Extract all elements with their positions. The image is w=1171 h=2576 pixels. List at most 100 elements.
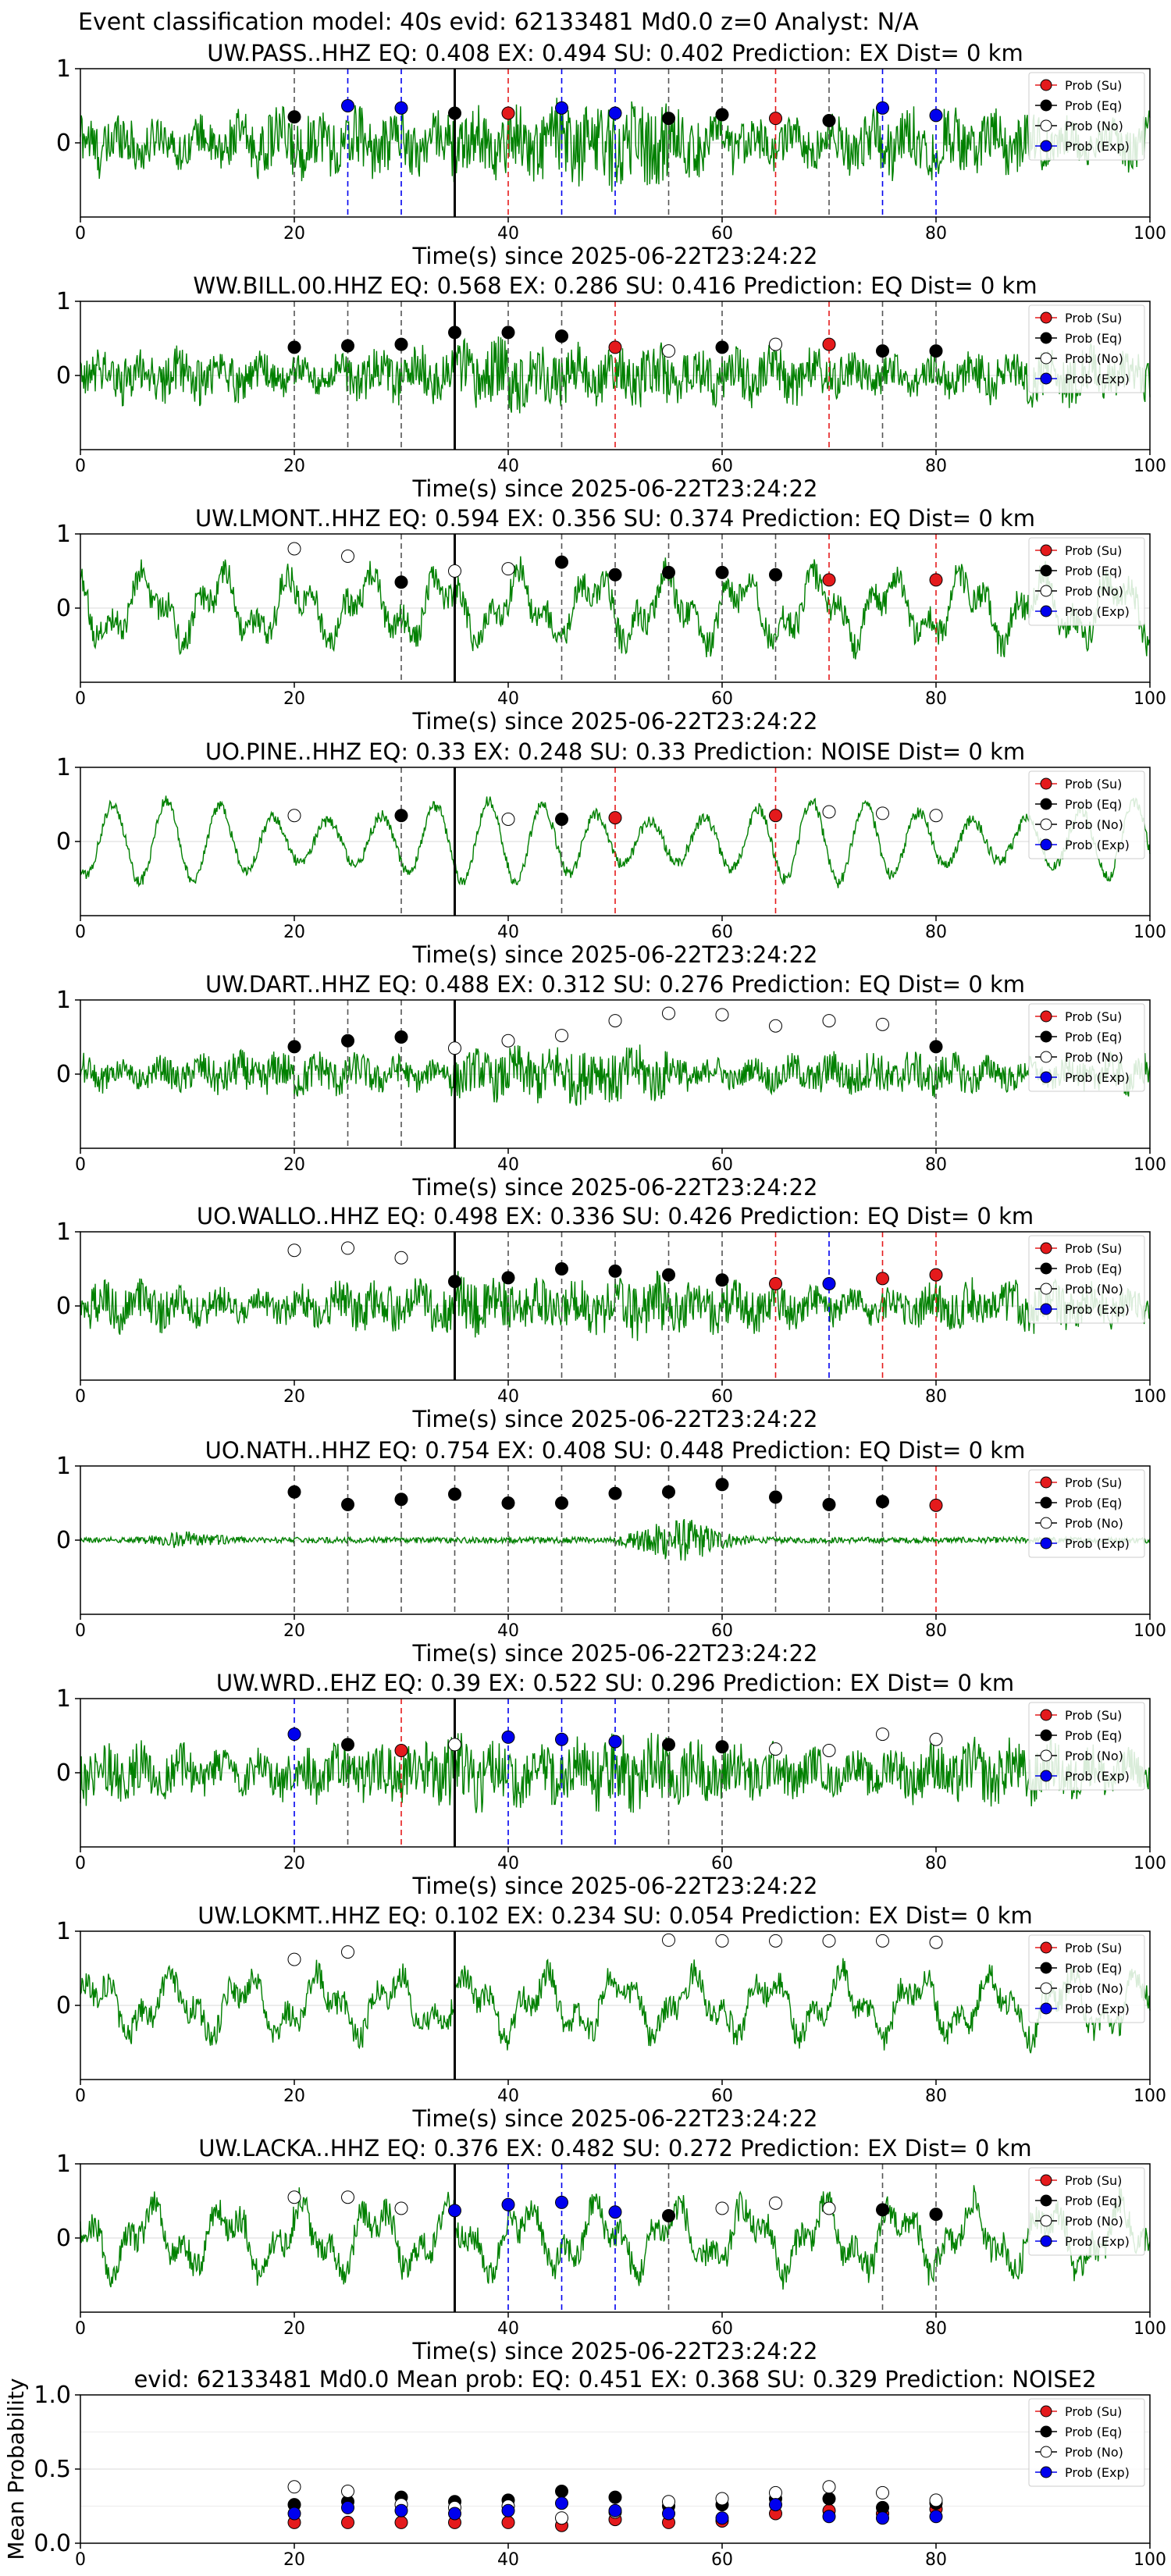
legend: Prob (Su) Prob (Eq) Prob (No) Prob (Exp)	[1028, 1235, 1145, 1324]
y-tick-label: 1	[56, 987, 71, 1014]
legend-label: Prob (No)	[1065, 119, 1123, 133]
probability-point	[876, 2203, 889, 2217]
probability-point	[555, 2195, 568, 2209]
x-tick-label: 40	[497, 224, 519, 244]
probability-point	[287, 542, 301, 556]
y-tick-label: 1	[56, 1918, 71, 1945]
probability-point	[929, 1935, 943, 1949]
probability-point	[715, 565, 729, 579]
legend-marker	[1040, 564, 1052, 577]
x-tick-label: 60	[711, 1621, 733, 1641]
probability-point	[929, 2208, 943, 2222]
legend-label: Prob (No)	[1065, 2214, 1123, 2229]
probability-point	[715, 1008, 729, 1022]
legend-marker	[1040, 544, 1052, 557]
legend-marker	[1040, 585, 1052, 597]
waveform-trace	[80, 1044, 1151, 1106]
probability-point	[608, 340, 622, 354]
probability-point	[394, 1493, 408, 1507]
x-tick-label: 100	[1134, 689, 1166, 709]
legend-marker	[1040, 2174, 1052, 2186]
legend-marker	[1040, 1770, 1052, 1782]
probability-point	[341, 550, 354, 563]
x-tick-label: 0	[75, 1621, 86, 1641]
x-tick-label: 100	[1134, 1854, 1166, 1873]
probability-point	[555, 1732, 568, 1746]
probability-point	[501, 813, 515, 826]
x-axis-label: Time(s) since 2025-06-22T23:24:22	[412, 941, 818, 968]
x-axis-label: Time(s) since 2025-06-22T23:24:22	[412, 1174, 818, 1201]
legend-marker	[1040, 352, 1052, 365]
mean-probability-point	[822, 2510, 836, 2524]
mean-probability-point	[394, 2503, 408, 2517]
y-tick-label: 0	[56, 1527, 71, 1554]
x-tick-label: 40	[497, 923, 519, 942]
probability-point	[448, 1275, 461, 1289]
probability-point	[287, 1485, 301, 1499]
x-axis-label: Time(s) since 2025-06-22T23:24:22	[412, 243, 818, 269]
legend-label: Prob (Su)	[1065, 1708, 1122, 1723]
legend-label: Prob (No)	[1065, 1981, 1123, 1996]
legend-marker	[1040, 1010, 1052, 1023]
probability-point	[501, 1271, 515, 1285]
probability-point	[555, 101, 568, 115]
panel-title: UW.LMONT..HHZ EQ: 0.594 EX: 0.356 SU: 0.…	[195, 505, 1035, 532]
probability-point	[662, 112, 675, 126]
probability-point	[608, 1014, 622, 1028]
x-tick-label: 80	[925, 689, 947, 709]
legend-marker	[1040, 1729, 1052, 1742]
legend: Prob (Su) Prob (Eq) Prob (No) Prob (Exp)	[1028, 1934, 1145, 2023]
mean-probability-point	[929, 2510, 943, 2524]
y-tick-label: 1.0	[34, 2382, 71, 2409]
probability-point	[341, 1241, 354, 1255]
x-tick-label: 20	[283, 224, 305, 244]
legend-marker	[1040, 838, 1052, 851]
probability-point	[287, 110, 301, 124]
probability-point	[341, 1497, 354, 1511]
panel-title: UW.DART..HHZ EQ: 0.488 EX: 0.312 SU: 0.2…	[205, 971, 1025, 998]
legend-label: Prob (Eq)	[1065, 2194, 1122, 2208]
probability-point	[501, 106, 515, 120]
mean-probability-point	[608, 2490, 622, 2504]
probability-point	[876, 1727, 889, 1742]
y-tick-label: 1	[56, 1453, 71, 1480]
legend-label: Prob (Exp)	[1065, 1302, 1130, 1317]
mean-probability-point	[448, 2507, 461, 2521]
probability-point	[501, 1034, 515, 1048]
probability-point	[341, 339, 354, 353]
probability-point	[876, 1495, 889, 1509]
mean-probability-point	[769, 2498, 782, 2512]
y-tick-label: 0	[56, 828, 71, 856]
chart-panel: UW.PASS..HHZ EQ: 0.408 EX: 0.494 SU: 0.4…	[56, 40, 1166, 269]
x-tick-label: 0	[75, 2550, 86, 2570]
probability-point	[662, 1006, 675, 1020]
legend-label: Prob (Su)	[1065, 1241, 1122, 1256]
probability-point	[822, 573, 836, 587]
probability-point	[662, 2209, 675, 2222]
x-axis-label: Time(s) since 2025-06-22T23:24:22	[412, 2105, 818, 2132]
legend-marker	[1040, 1030, 1052, 1043]
legend-marker	[1040, 1496, 1052, 1509]
legend-marker	[1040, 2466, 1052, 2478]
x-tick-label: 0	[75, 224, 86, 244]
probability-point	[394, 337, 408, 351]
legend-frame	[1028, 1235, 1145, 1324]
probability-point	[822, 337, 836, 351]
x-axis-label: Time(s) since 2025-06-22T23:24:22	[412, 1873, 818, 1899]
x-tick-label: 100	[1134, 224, 1166, 244]
probability-point	[822, 1277, 836, 1290]
mean-probability-point	[876, 2511, 889, 2525]
x-tick-label: 100	[1134, 457, 1166, 476]
x-tick-label: 40	[497, 2087, 519, 2106]
chart-panel: UW.LOKMT..HHZ EQ: 0.102 EX: 0.234 SU: 0.…	[56, 1902, 1166, 2132]
probability-point	[341, 1034, 354, 1048]
probability-point	[769, 1277, 782, 1290]
probability-point	[822, 114, 836, 127]
x-tick-label: 0	[75, 1854, 86, 1873]
y-tick-label: 0	[56, 1992, 71, 2019]
legend-label: Prob (Exp)	[1065, 372, 1130, 386]
probability-point	[929, 1498, 943, 1512]
x-tick-label: 40	[497, 2550, 519, 2570]
probability-point	[822, 1497, 836, 1511]
legend-label: Prob (Exp)	[1065, 2234, 1130, 2249]
